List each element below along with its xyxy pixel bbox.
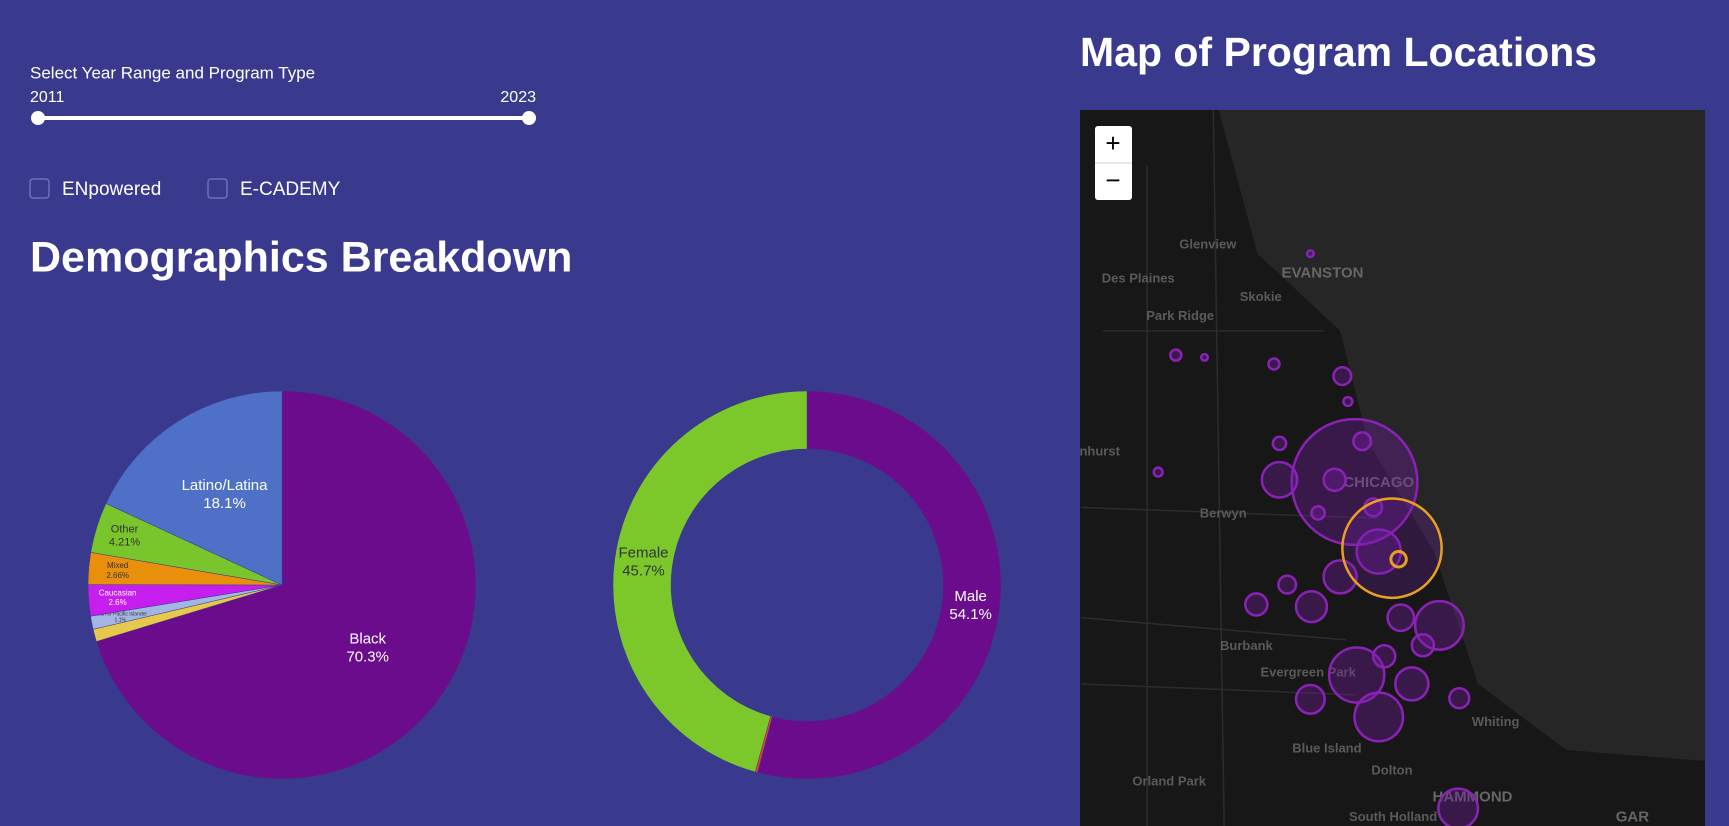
- checkbox[interactable]: [29, 178, 50, 199]
- zoom-in[interactable]: +: [1105, 128, 1120, 158]
- map-marker: [1413, 599, 1465, 651]
- slider-label: Select Year Range and Program Type: [30, 63, 315, 82]
- map-marker-selected: [1389, 550, 1408, 569]
- map-marker: [1352, 431, 1373, 452]
- map-road: [1080, 616, 1346, 641]
- slice-label: Caucasian: [99, 588, 137, 597]
- slice-label: Black: [349, 630, 386, 647]
- map-place: Evergreen Park: [1260, 664, 1356, 679]
- section-title: Demographics Breakdown: [30, 233, 572, 281]
- map-marker: [1294, 683, 1326, 715]
- map-place: Berwyn: [1200, 505, 1247, 520]
- slice-value: 2.6%: [109, 598, 127, 607]
- map-lake: [1218, 110, 1705, 762]
- map-marker: [1386, 603, 1416, 633]
- map-place: Park Ridge: [1146, 308, 1214, 323]
- map-marker: [1342, 395, 1354, 408]
- slice-label: Other: [111, 523, 139, 535]
- map-road: [1080, 683, 1357, 696]
- map-marker: [1199, 352, 1210, 362]
- slice: [105, 390, 283, 586]
- map-place: nhurst: [1079, 444, 1120, 459]
- map-marker: [1305, 249, 1315, 259]
- slider-handle[interactable]: [31, 111, 45, 125]
- map-marker: [1244, 592, 1269, 617]
- slice: [757, 390, 1002, 780]
- map-marker: [1260, 460, 1299, 499]
- map-marker: [1277, 574, 1298, 595]
- slider-min: 2011: [30, 89, 65, 106]
- map-road: [1080, 506, 1379, 520]
- slice-label: Female: [618, 545, 668, 562]
- map-marker: [1271, 435, 1288, 452]
- map-place: Blue Island: [1292, 740, 1361, 755]
- map-marker: [1448, 687, 1471, 710]
- slice-label: Asian or Pacific Islander: [93, 611, 147, 617]
- map-marker: [1327, 646, 1386, 704]
- checkbox[interactable]: [207, 178, 228, 199]
- map-place: Burbank: [1220, 638, 1274, 653]
- map-marker: [1332, 366, 1353, 387]
- map-marker: [1169, 348, 1183, 362]
- map-marker: [1310, 505, 1326, 521]
- map-place: South Holland: [1349, 809, 1437, 824]
- checkbox-label[interactable]: E-CADEMY: [240, 179, 341, 200]
- checkbox-label[interactable]: ENpowered: [62, 179, 161, 200]
- slice-value: 4.21%: [109, 537, 140, 549]
- map-marker: [1322, 467, 1347, 493]
- map-place: Glenview: [1179, 236, 1237, 251]
- map-place: GAR: [1616, 808, 1650, 825]
- slice-value: 54.1%: [949, 606, 992, 623]
- map-marker: [1437, 787, 1480, 826]
- map-place: HAMMOND: [1433, 788, 1513, 805]
- map-marker: [1290, 417, 1419, 547]
- slice-value: 1.1%: [115, 617, 127, 623]
- slice-value: 18.1%: [203, 495, 246, 512]
- map-marker-selected: [1341, 497, 1443, 600]
- map[interactable]: Glenview EVANSTON Des Plaines Skokie Park Ri…: [1079, 110, 1705, 826]
- slice-value: 45.7%: [622, 563, 665, 580]
- slider-handle[interactable]: [522, 111, 536, 125]
- slice-value: 70.3%: [346, 648, 389, 665]
- map-marker: [1410, 632, 1436, 658]
- map-place: Whiting: [1472, 714, 1520, 729]
- zoom-out[interactable]: −: [1105, 165, 1120, 195]
- map-place: Des Plaines: [1102, 270, 1175, 285]
- slice-label: Mixed: [107, 561, 128, 570]
- slice-value: 2.66%: [106, 571, 129, 580]
- slice-label: Latino/Latina: [182, 477, 269, 494]
- map-title: Map of Program Locations: [1080, 29, 1597, 75]
- map-place: CHICAGO: [1343, 474, 1414, 491]
- map-place: Orland Park: [1132, 773, 1206, 788]
- map-place: Dolton: [1371, 762, 1412, 777]
- slice-label: Male: [954, 588, 987, 605]
- map-marker: [1267, 357, 1281, 371]
- map-marker: [1353, 691, 1405, 743]
- map-place: Skokie: [1240, 289, 1282, 304]
- map-marker: [1371, 644, 1397, 669]
- map-marker: [1294, 589, 1329, 624]
- slice: [612, 390, 808, 773]
- slice: [96, 390, 477, 780]
- map-marker: [1152, 466, 1164, 478]
- slider-max: 2023: [500, 89, 536, 106]
- map-marker: [1322, 559, 1358, 595]
- map-place: EVANSTON: [1282, 265, 1364, 282]
- map-marker: [1394, 666, 1430, 702]
- slider-track: [38, 116, 529, 120]
- map-road: [1212, 110, 1225, 826]
